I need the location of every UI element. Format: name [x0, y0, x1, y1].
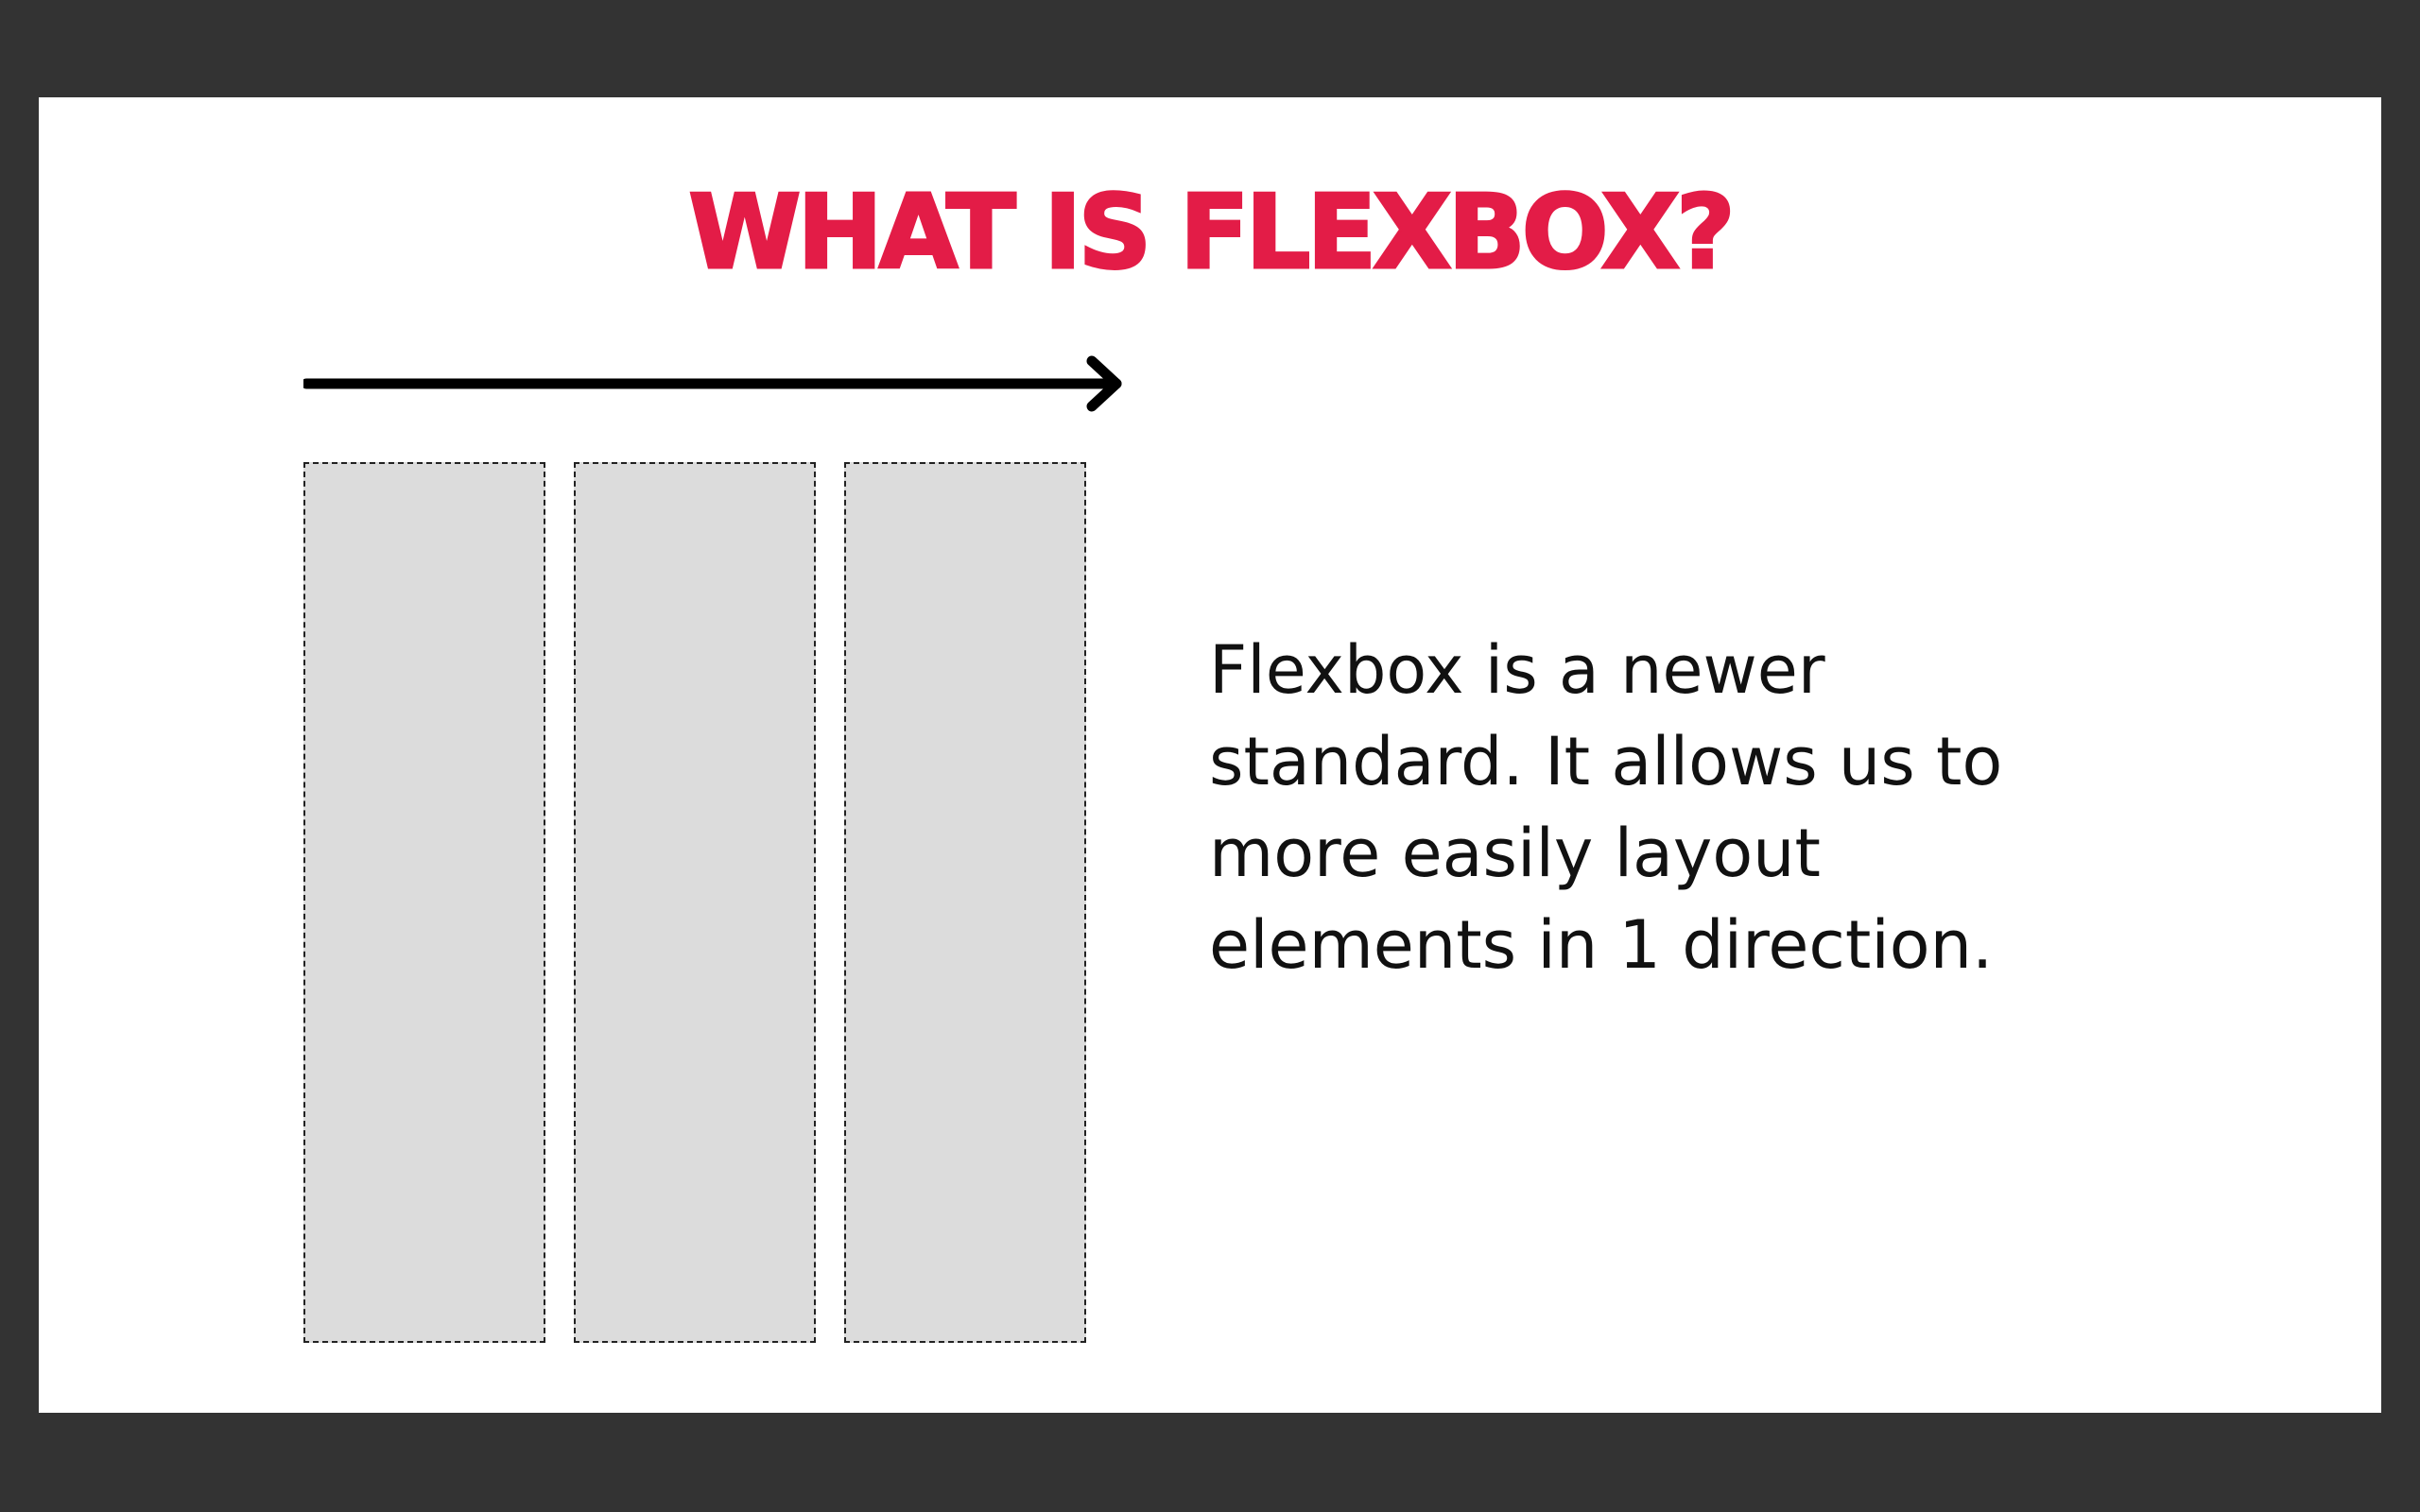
description-line: elements in 1 direction.	[1209, 906, 1994, 984]
slide-description: Flexbox is a newer standard. It allows u…	[1209, 625, 2117, 991]
flex-item-box-1	[303, 462, 545, 1343]
description-line: standard. It allows us to	[1209, 723, 2003, 800]
description-line: more easily layout	[1209, 815, 1821, 892]
slide: WHAT IS FLEXBOX? Flexbox is a newer stan…	[39, 97, 2381, 1413]
flex-item-box-3	[844, 462, 1086, 1343]
right-arrow-icon	[303, 355, 1122, 412]
description-line: Flexbox is a newer	[1209, 631, 1825, 709]
slide-title: WHAT IS FLEXBOX?	[687, 174, 1737, 292]
flex-item-box-2	[574, 462, 816, 1343]
